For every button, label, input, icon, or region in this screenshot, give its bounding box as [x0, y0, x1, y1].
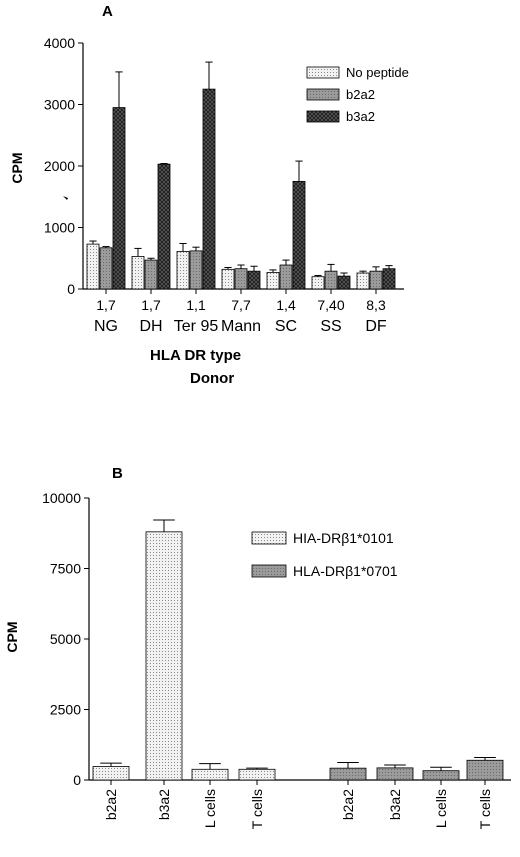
panel-b-y-axis-label: CPM [4, 621, 20, 652]
legend-swatch-hia-dr-1-0101 [251, 531, 287, 545]
bar-df-b3a2 [382, 268, 396, 290]
panel-a-letter: A [102, 3, 113, 20]
bar-ng-no-peptide [86, 243, 100, 290]
bar-hia-dr-1-0101-l-cells [191, 768, 229, 781]
bar-ter-95-b2a2 [189, 250, 203, 290]
hla-type-label: 7,40 [317, 297, 344, 313]
legend-swatch-b3a2 [306, 110, 340, 123]
panel-b-x-label: T cells [249, 789, 265, 829]
panel-b-x-label: T cells [477, 789, 493, 829]
bar-dh-b3a2 [157, 163, 171, 290]
panel-b-x-label: b2a2 [103, 789, 119, 820]
panel-a-y-axis-label: CPM [9, 152, 25, 183]
bar-mann-no-peptide [221, 268, 235, 290]
panel-b-x-label: b2a2 [340, 789, 356, 820]
bar-ss-b3a2 [337, 275, 351, 290]
panel-b-y-tick-label: 5000 [50, 631, 81, 647]
bar-hia-dr-1-0101-t-cells [238, 768, 276, 781]
legend-swatch-hla-dr-1-0701 [251, 564, 287, 578]
bar-ter-95-no-peptide [176, 251, 190, 290]
bar-df-no-peptide [356, 272, 370, 290]
bar-ter-95-b3a2 [202, 88, 216, 290]
hla-type-label: 1,7 [141, 297, 161, 313]
panel-b-legend: HIA-DRβ1*0101 HLA-DRβ1*0701 [251, 530, 398, 579]
hla-type-label: 7,7 [231, 297, 251, 313]
hla-type-label: 1,7 [96, 297, 116, 313]
panel-b-letter: B [112, 465, 123, 482]
bar-sc-b3a2 [292, 180, 306, 290]
donor-label: DH [139, 318, 162, 335]
hla-type-label: 1,1 [186, 297, 206, 313]
donor-label: SS [320, 318, 341, 335]
bar-hia-dr-1-0101-b2a2 [92, 766, 130, 781]
bar-df-b2a2 [369, 270, 383, 290]
hla-type-label: 8,3 [366, 297, 386, 313]
donor-label: Mann [221, 318, 261, 335]
bar-hla-dr-1-0701-b3a2 [376, 767, 414, 781]
legend-swatch-b2a2 [306, 88, 340, 101]
bar-sc-no-peptide [266, 271, 280, 290]
bar-hla-dr-1-0701-t-cells [466, 759, 504, 781]
legend-label-hia-dr-1-0101: HIA-DRβ1*0101 [293, 530, 394, 546]
legend-label-hla-dr-1-0701: HLA-DRβ1*0701 [293, 563, 398, 579]
bar-dh-no-peptide [131, 256, 145, 290]
bar-ng-b2a2 [99, 247, 113, 290]
donor-label: DF [365, 318, 387, 335]
panel-b-x-label: b3a2 [387, 789, 403, 820]
bar-hla-dr-1-0701-l-cells [422, 770, 460, 781]
panel-a-y-tick-label: 3000 [44, 97, 75, 113]
bar-mann-b3a2 [247, 270, 261, 290]
donor-label: Ter 95 [174, 318, 219, 335]
panel-a-legend: No peptide b2a2 b3a2 [306, 65, 409, 124]
panel-a-y-tick-label: 4000 [44, 35, 75, 51]
bar-mann-b2a2 [234, 268, 248, 290]
bar-ng-b3a2 [112, 107, 126, 290]
donor-label: NG [94, 318, 118, 335]
panel-b-y-tick-label: 7500 [50, 561, 81, 577]
panel-a-y-tick-label: 2000 [44, 158, 75, 174]
bar-sc-b2a2 [279, 264, 293, 290]
panel-b-y-tick-label: 10000 [42, 490, 81, 506]
panel-a-x-axis-label-line1: HLA DR type [150, 347, 241, 364]
stray-mark [63, 196, 68, 200]
hla-type-label: 1,4 [276, 297, 296, 313]
panel-a-y-tick-label: 0 [67, 281, 75, 297]
panel-b-x-label: L cells [202, 789, 218, 828]
legend-label-b3a2: b3a2 [346, 109, 375, 124]
legend-swatch-no-peptide [306, 66, 340, 79]
panel-a-x-axis-label-line2: Donor [190, 370, 234, 387]
donor-label: SC [275, 318, 297, 335]
panel-b-x-label: L cells [433, 789, 449, 828]
panel-b-y-tick-label: 2500 [50, 702, 81, 718]
bar-ss-b2a2 [324, 270, 338, 290]
panel-b-y-tick-label: 0 [73, 772, 81, 788]
bar-ss-no-peptide [311, 276, 325, 290]
panel-a-y-tick-label: 1000 [44, 220, 75, 236]
panel-b-x-label: b3a2 [156, 789, 172, 820]
bar-hla-dr-1-0701-b2a2 [329, 767, 367, 781]
panel-a: A CPM HLA DR type Donor 0 1000 2000 3000 400… [9, 3, 409, 387]
bar-hia-dr-1-0101-b3a2 [145, 531, 183, 781]
legend-label-no-peptide: No peptide [346, 65, 409, 80]
panel-b: B CPM 0 2500 5000 7500 10000 b2a2 b3a2 L cells… [4, 465, 511, 829]
bar-dh-b2a2 [144, 259, 158, 290]
legend-label-b2a2: b2a2 [346, 87, 375, 102]
